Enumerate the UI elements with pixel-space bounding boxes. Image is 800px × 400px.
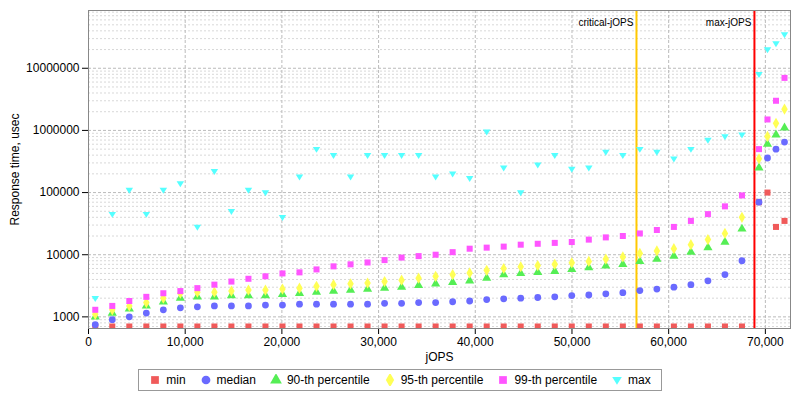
svg-text:1000: 1000 — [53, 310, 80, 324]
svg-text:1000000: 1000000 — [33, 123, 80, 137]
svg-text:70,000: 70,000 — [747, 335, 784, 349]
svg-text:max-jOPS: max-jOPS — [706, 17, 752, 28]
html-text:95-th percentile: 95-th percentile — [400, 373, 484, 387]
svg-text:10000000: 10000000 — [26, 61, 80, 75]
html-text:min: min — [166, 373, 186, 387]
svg-text:0: 0 — [85, 335, 92, 349]
svg-text:30,000: 30,000 — [360, 335, 397, 349]
svg-text:critical-jOPS: critical-jOPS — [578, 17, 633, 28]
svg-text:10000: 10000 — [46, 248, 80, 262]
svg-text:10,000: 10,000 — [167, 335, 204, 349]
svg-text:jOPS: jOPS — [424, 350, 453, 364]
svg-text:Response time, usec: Response time, usec — [8, 113, 22, 225]
html-text:median: median — [216, 373, 256, 387]
svg-text:60,000: 60,000 — [650, 335, 687, 349]
html-text:99-th percentile: 99-th percentile — [514, 373, 598, 387]
svg-text:20,000: 20,000 — [264, 335, 301, 349]
svg-text:50,000: 50,000 — [554, 335, 591, 349]
svg-text:100000: 100000 — [39, 185, 79, 199]
html-text:max: max — [628, 373, 651, 387]
svg-text:40,000: 40,000 — [457, 335, 494, 349]
html-text:90-th percentile: 90-th percentile — [286, 373, 370, 387]
